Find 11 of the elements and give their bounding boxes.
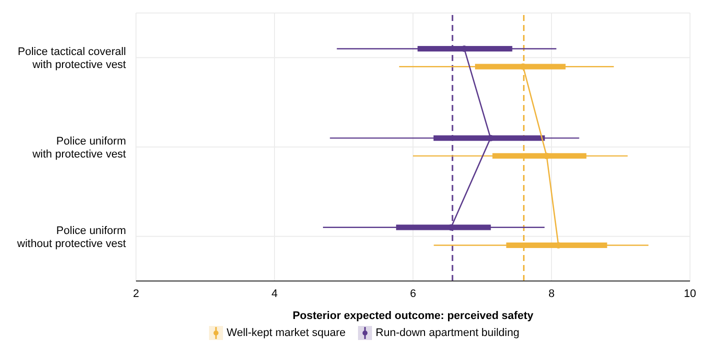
x-tick-label: 4 bbox=[271, 288, 278, 300]
y-tick-label: Police uniform with protective vest bbox=[31, 136, 126, 160]
legend-label: Well-kept market square bbox=[226, 327, 346, 339]
y-tick-label: Police uniform without protective vest bbox=[16, 224, 126, 250]
x-tick-label: 10 bbox=[684, 288, 696, 300]
x-axis-title: Posterior expected outcome: perceived safety bbox=[292, 310, 534, 322]
x-tick-label: 6 bbox=[410, 288, 416, 300]
x-tick-label: 8 bbox=[548, 288, 555, 300]
legend-label: Run-down apartment building bbox=[376, 327, 520, 339]
y-tick-label: Police tactical coverall with protective vest bbox=[18, 46, 126, 72]
x-tick-label: 2 bbox=[132, 288, 140, 300]
